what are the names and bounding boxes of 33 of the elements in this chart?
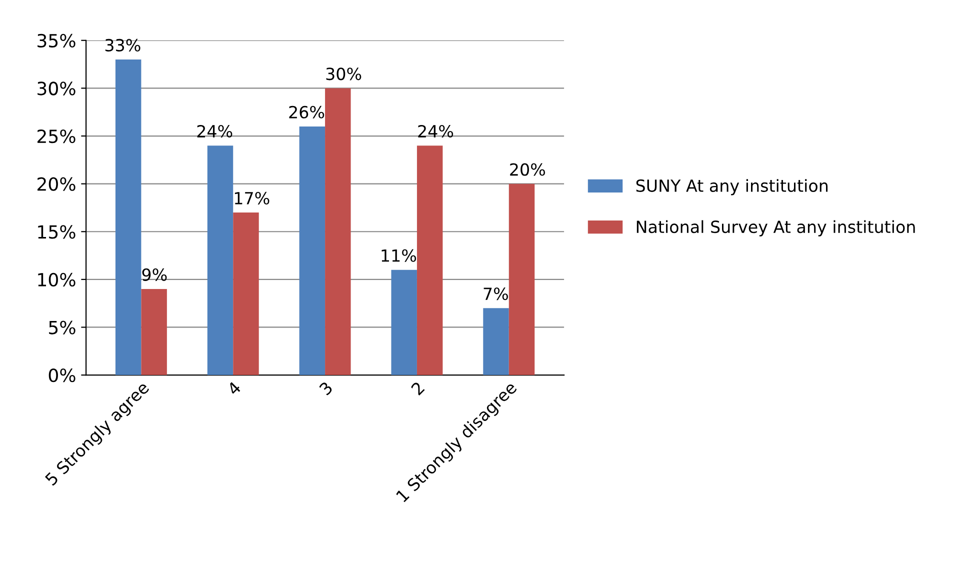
y-tick-label: 20% [38, 177, 76, 191]
bar [115, 60, 142, 376]
y-tick-label: 35% [38, 34, 76, 48]
x-tick-label: 2 [410, 381, 425, 396]
legend-label: SUNY At any institution [636, 179, 828, 196]
y-tick-label: 15% [38, 225, 76, 239]
data-label: 11% [382, 249, 416, 262]
legend-label: National Survey At any institution [636, 220, 915, 236]
bar [207, 146, 234, 376]
bar [233, 212, 259, 376]
data-label: 33% [105, 38, 140, 52]
y-tick-label: 25% [38, 129, 76, 144]
y-tick-label: 0% [48, 368, 76, 382]
data-label: 17% [234, 192, 270, 204]
data-label: 26% [289, 106, 324, 118]
data-label: 7% [484, 288, 508, 300]
y-tick-label: 10% [38, 272, 76, 287]
bar [416, 146, 443, 376]
x-tick-label: 3 [318, 381, 334, 396]
data-label: 9% [142, 268, 167, 281]
data-label: 20% [510, 163, 546, 176]
data-label: 24% [418, 124, 454, 138]
data-label: 30% [326, 68, 362, 80]
bar [391, 270, 417, 376]
bar [299, 126, 326, 376]
bar [508, 184, 535, 376]
data-label: 24% [197, 124, 232, 138]
bar [325, 88, 351, 376]
y-tick-label: 5% [49, 320, 76, 334]
x-tick-label: 4 [226, 380, 242, 396]
bar [483, 308, 509, 376]
y-tick-label: 30% [38, 82, 76, 96]
bar [141, 288, 167, 376]
